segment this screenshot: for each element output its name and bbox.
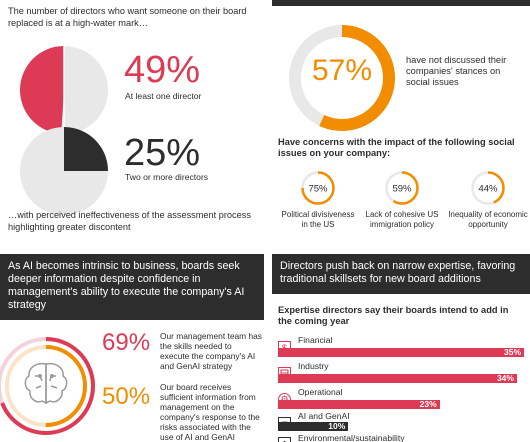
bar-label-operational: Operational	[298, 387, 343, 397]
bar-value-ai: 10%	[328, 421, 346, 431]
ai-rings	[0, 337, 95, 435]
tl-footer: …with perceived ineffectiveness of the a…	[8, 210, 251, 232]
director-pie-25	[20, 127, 108, 215]
bl-header: As AI becomes intrinsic to business, boa…	[0, 254, 264, 320]
stat-25-label: Two or more directors	[125, 172, 209, 182]
ai-stat-69-label: Our management team has the skills neede…	[160, 331, 262, 371]
donut-57	[289, 25, 395, 131]
donut-57-arc	[289, 25, 395, 131]
concern-2: 59% Lack of cohesive US immigration poli…	[360, 170, 444, 229]
concern-3-label: Inequality of economic opportunity	[448, 210, 528, 229]
concern-3-ring: 44%	[471, 171, 505, 205]
leaf-icon: ♣	[278, 437, 291, 442]
brain-icon	[24, 362, 68, 405]
br-subheading: Expertise directors say their boards int…	[278, 305, 509, 327]
bar-operational: 23%	[278, 399, 440, 409]
ai-ring-50	[5, 345, 87, 427]
tr-header-band	[272, 0, 530, 6]
bar-financial: 35%	[278, 347, 524, 357]
director-pie-49	[19, 46, 108, 134]
tr-concerns-heading: Have concerns with the impact of the fol…	[278, 137, 515, 159]
concern-2-label: Lack of cohesive US immigration policy	[365, 210, 439, 229]
bar-ai: 10%	[278, 421, 349, 431]
ai-stat-50-value: 50%	[102, 383, 151, 410]
bar-industry: 34%	[278, 373, 517, 383]
bar-label-environmental: Environmental/sustainability	[298, 433, 405, 442]
concern-1-value: 75%	[308, 184, 328, 195]
stat-49-value: 49%	[124, 49, 201, 91]
concern-3-value: 44%	[478, 184, 498, 195]
br-header-text: Directors push back on narrow expertise,…	[280, 260, 516, 285]
ai-stat-69-value: 69%	[102, 329, 151, 356]
tl-heading: The number of directors who want someone…	[8, 6, 247, 28]
stat-25-value: 25%	[124, 132, 201, 174]
concern-3: 44% Inequality of economic opportunity	[446, 170, 530, 229]
bar-value-financial: 35%	[503, 347, 521, 357]
bar-value-operational: 23%	[419, 399, 437, 409]
pie-49-slice	[19, 46, 64, 134]
br-header: Directors push back on narrow expertise,…	[272, 254, 530, 294]
pie-25-slice	[64, 127, 108, 171]
bar-label-industry: Industry	[298, 361, 329, 371]
donut-57-label: have not discussed their companies' stan…	[406, 55, 507, 87]
bar-value-industry: 34%	[496, 373, 514, 383]
concern-1: 75% Political divisiveness in the US	[278, 170, 358, 229]
concern-2-value: 59%	[392, 184, 412, 195]
bl-header-text: As AI becomes intrinsic to business, boa…	[8, 260, 245, 311]
concern-1-label: Political divisiveness in the US	[281, 210, 355, 229]
ai-ring-69	[0, 337, 95, 435]
concern-2-ring: 59%	[385, 171, 419, 205]
donut-57-value: 57%	[311, 54, 373, 87]
stat-49-label: At least one director	[125, 91, 202, 101]
concern-1-ring: 75%	[301, 171, 335, 205]
bar-label-financial: Financial	[298, 335, 333, 345]
ai-stat-50-label: Our board receives sufficient informatio…	[160, 382, 260, 442]
bar-label-ai: AI and GenAI	[298, 411, 350, 421]
